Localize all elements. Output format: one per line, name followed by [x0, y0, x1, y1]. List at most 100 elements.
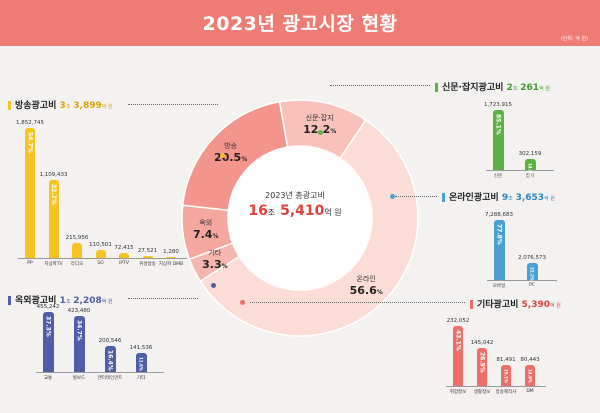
bar-percent-label: 32.7% — [50, 184, 57, 205]
bar-category-label: 라디오 — [70, 262, 84, 267]
bar-category-label: 지상파 DMB — [158, 262, 184, 267]
bar-percent-label: 77.8% — [495, 224, 503, 245]
print-connector — [330, 85, 430, 86]
bar-value-label: 110,501 — [89, 242, 112, 249]
bar-category-label: PP — [27, 261, 33, 266]
bar-생활정보 — [477, 348, 487, 386]
bar-category-label: 엔터테인먼트 — [97, 376, 123, 381]
bar-value-label: 7,288,683 — [485, 212, 513, 218]
bar-신문 — [492, 110, 504, 170]
bar-category-label: 신문 — [493, 174, 503, 179]
bar-category-label: DM — [526, 389, 534, 394]
broadcast-connector — [128, 104, 218, 105]
bar-category-label: SO — [97, 261, 104, 266]
outdoor-dot — [211, 283, 216, 288]
donut-label-3: 옥외 7.4% — [176, 218, 236, 241]
outdoor-connector — [128, 298, 198, 299]
bar-DM — [525, 365, 535, 386]
donut-label-4: 기타 3.3% — [185, 248, 245, 271]
bar-category-label: 생활정보 — [473, 390, 491, 395]
bar-value-label: 455,242 — [36, 304, 60, 310]
bar-category-label: 지상파TV — [44, 262, 63, 267]
donut-label-pct: 3.3% — [202, 258, 228, 272]
bar-category-label: 잡지 — [525, 174, 535, 179]
bar-category-label: 취업정보 — [449, 390, 467, 395]
bar-지상파TV — [48, 180, 59, 258]
bar-category-label: 기타 — [136, 376, 146, 381]
bar-value-label: 423,480 — [67, 308, 91, 315]
online-connector — [395, 196, 437, 197]
bar-value-label: 27,521 — [137, 248, 158, 255]
other-connector — [250, 302, 465, 303]
bar-category-label: 교통 — [43, 376, 53, 381]
bar-category-label: 모바일 — [492, 284, 506, 289]
donut-center: 2023년 총광고비 16조 5,410억 원 — [225, 190, 365, 219]
donut-title: 2023년 총광고비 — [265, 191, 325, 200]
donut-slice-1 — [181, 100, 289, 212]
bar-잡지 — [524, 159, 536, 170]
donut-label-name: 온라인 — [356, 275, 376, 284]
baseline — [36, 372, 164, 373]
baseline — [18, 258, 187, 259]
bar-value-label: 215,956 — [65, 234, 89, 241]
bar-percent-label: 15.1% — [503, 368, 509, 383]
bar-percent-label: 14.9% — [527, 369, 533, 384]
bar-value-label: 2,076,573 — [518, 254, 546, 261]
other-section-title: 기타광고비 5,390억 원 — [470, 297, 561, 310]
bar-value-label: 1,852,745 — [16, 120, 44, 126]
donut-label-pct: 20.5% — [214, 151, 248, 165]
page-title: 2023년 광고시장 현황 — [202, 13, 398, 35]
print-section-title: 신문·잡지광고비 2조 261억 원 — [435, 80, 550, 93]
bar-value-label: 1,723,915 — [484, 102, 512, 108]
donut-label-name: 방송 — [224, 142, 238, 151]
header-banner: 2023년 광고시장 현황 (단위: 억 원) — [0, 0, 600, 46]
bar-value-label: 1,109,433 — [39, 172, 68, 179]
online-dot — [390, 194, 395, 199]
donut-label-pct: 12.2% — [303, 123, 337, 137]
bar-value-label: 80,443 — [520, 357, 540, 364]
bar-value-label: 302,159 — [518, 151, 542, 158]
donut-label-name: 기타 — [208, 249, 222, 258]
bar-category-label: 방송제작사 — [495, 390, 517, 395]
bar-percent-label: 11.6% — [138, 357, 144, 372]
bar-value-label: 200,546 — [98, 337, 122, 344]
broadcast-section-title: 방송광고비 3조 3,899억 원 — [8, 98, 113, 111]
bar-category-label: IPTV — [119, 261, 129, 266]
donut-label-pct: 7.4% — [192, 227, 219, 241]
bar-value-label: 72,415 — [114, 244, 134, 251]
bar-방송제작사 — [501, 364, 511, 386]
donut-label-pct: 56.6% — [349, 284, 383, 298]
bar-category-label: 빌보드 — [72, 376, 86, 381]
broadcast-dot — [220, 153, 225, 158]
donut-label-name: 옥외 — [199, 218, 213, 227]
bar-percent-label: 16.4% — [106, 349, 114, 371]
bar-percent-label: 85.1% — [494, 114, 502, 135]
bar-percent-label: 14.9% — [527, 163, 533, 178]
bar-percent-label: 26.9% — [478, 352, 486, 374]
baseline — [487, 280, 557, 281]
bar-percent-label: 43.1% — [454, 330, 462, 351]
donut-total: 16조 5,410억 원 — [248, 203, 342, 219]
bar-엔터테인먼트 — [104, 345, 116, 372]
donut-label-name: 신문·잡지 — [305, 114, 334, 123]
bar-percent-label: 54.7% — [26, 132, 34, 153]
bar-percent-label: 37.3% — [44, 316, 52, 337]
bar-value-label: 145,042 — [470, 340, 494, 347]
donut-label-1: 방송 20.5% — [201, 141, 261, 164]
online-section-title: 온라인광고비 9조 3,653억 원 — [442, 190, 555, 203]
bar-위성방송 — [142, 256, 153, 258]
donut-hole — [229, 147, 371, 289]
bar-category-label: PC — [529, 283, 535, 288]
donut-label-2: 신문·잡지 12.2% — [290, 113, 350, 136]
baseline — [486, 170, 554, 171]
bar-value-label: 81,491 — [496, 356, 516, 363]
bar-지상파 DMB — [166, 257, 176, 258]
bar-PC — [526, 262, 538, 280]
baseline — [446, 386, 546, 387]
outdoor-section-title: 옥외광고비 1조 2,208억 원 — [8, 293, 113, 306]
donut-slice-0 — [199, 119, 419, 337]
bar-기타 — [135, 353, 147, 372]
other-dot — [240, 300, 245, 305]
